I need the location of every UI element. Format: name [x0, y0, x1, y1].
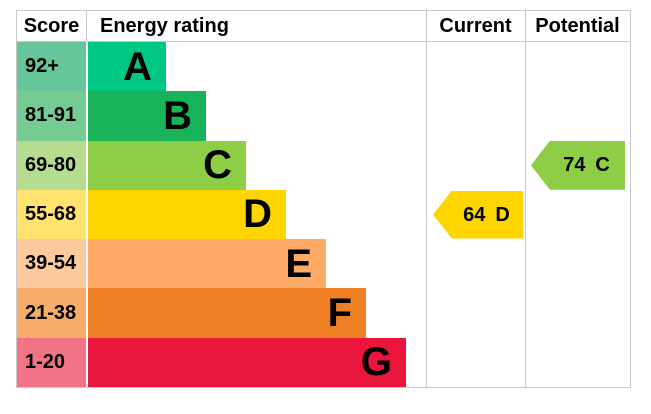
score-range-label: 21-38 — [17, 288, 86, 338]
band-row-f: 21-38 F — [17, 288, 630, 338]
rating-letter: A — [123, 44, 152, 89]
energy-rating-column-header: Energy rating — [100, 15, 229, 37]
current-column-header: Current — [439, 15, 512, 37]
chart-header: Score Energy rating Current Potential — [17, 11, 630, 42]
rating-bar: C — [88, 140, 246, 190]
potential-rating-value: 74 — [563, 154, 586, 177]
current-rating-letter: D — [495, 203, 510, 226]
band-row-b: 81-91 B — [17, 91, 630, 141]
current-rating-value: 64 — [463, 203, 486, 226]
rating-letter: D — [243, 192, 272, 237]
potential-column-divider-line — [525, 11, 526, 387]
rating-letter: G — [360, 340, 392, 385]
score-column-header: Score — [23, 15, 80, 37]
score-range-label: 69-80 — [17, 140, 86, 190]
rating-bar: G — [88, 337, 406, 387]
score-range-label: 81-91 — [17, 91, 86, 141]
score-range-label: 92+ — [17, 42, 86, 92]
band-row-g: 1-20 G — [17, 337, 630, 387]
band-row-c: 69-80 C — [17, 140, 630, 190]
rating-bar: D — [88, 189, 286, 240]
rating-letter: F — [327, 291, 352, 336]
current-column-divider-line — [426, 11, 427, 387]
potential-column-header: Potential — [535, 15, 620, 37]
epc-chart: Score Energy rating Current Potential 92… — [16, 10, 631, 388]
band-rows: 92+ A 81-91 B 69-80 C 55-68 D 39-54 E 21… — [17, 42, 630, 387]
rating-bar: B — [88, 91, 206, 141]
rating-letter: B — [163, 93, 192, 138]
score-energy-divider-line — [86, 11, 87, 41]
current-rating-arrow: 64 D — [433, 190, 523, 239]
band-row-a: 92+ A — [17, 42, 630, 92]
score-range-label: 1-20 — [17, 337, 86, 387]
potential-rating-letter: C — [595, 154, 610, 177]
rating-bar: E — [88, 239, 326, 289]
potential-rating-arrow: 74 C — [531, 140, 625, 190]
rating-letter: E — [285, 241, 312, 286]
score-range-label: 55-68 — [17, 189, 86, 240]
band-row-d: 55-68 D — [17, 189, 630, 240]
rating-bar: A — [88, 42, 166, 92]
rating-letter: C — [203, 143, 232, 188]
score-range-label: 39-54 — [17, 239, 86, 289]
band-row-e: 39-54 E — [17, 239, 630, 289]
rating-bar: F — [88, 288, 366, 338]
